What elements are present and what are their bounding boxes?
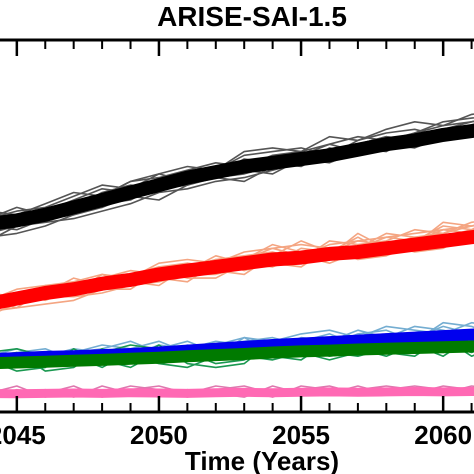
ensemble-mean-line-2 xyxy=(0,229,474,309)
x-axis-tick-labels: 2045 2050 2055 2060 xyxy=(0,420,472,450)
x-axis-ticks xyxy=(15,40,473,412)
x-tick-label-2055: 2055 xyxy=(272,420,330,450)
x-tick-label-2060: 2060 xyxy=(414,420,472,450)
ensemble-mean-line-4 xyxy=(0,340,474,369)
chart-title: ARISE-SAI-1.5 xyxy=(157,1,347,32)
plot-area xyxy=(0,113,474,399)
x-tick-label-2050: 2050 xyxy=(130,420,188,450)
ensemble-mean-line-1 xyxy=(0,123,474,230)
ensemble-member-line-1 xyxy=(0,113,474,217)
x-tick-label-2045: 2045 xyxy=(0,420,46,450)
ensemble-mean-line-5 xyxy=(0,386,474,399)
plot-frame xyxy=(0,38,474,414)
x-axis-label: Time (Years) xyxy=(185,446,339,474)
ensemble-member-line-10 xyxy=(0,120,474,237)
